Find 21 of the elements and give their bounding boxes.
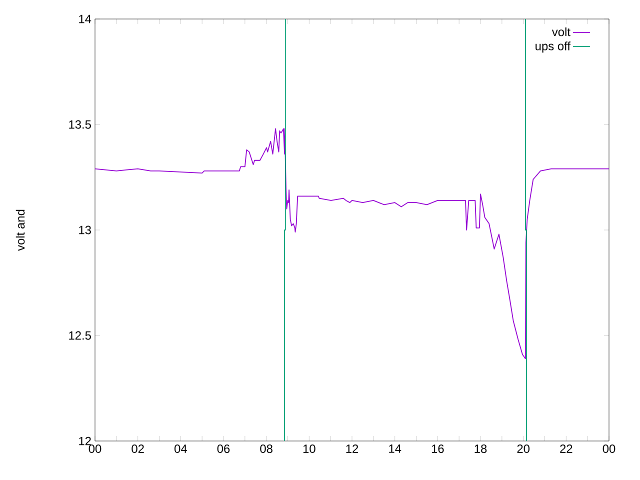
y-axis-title: volt and xyxy=(16,210,25,251)
x-tick-label: 14 xyxy=(389,444,402,453)
y-tick-label: 12.5 xyxy=(69,331,91,340)
x-tick-label: 10 xyxy=(303,444,316,453)
x-tick-label: 08 xyxy=(260,444,272,453)
x-tick-label: 00 xyxy=(602,444,616,453)
x-tick-label: 04 xyxy=(174,444,187,453)
x-tick-label: 12 xyxy=(346,444,358,453)
y-tick-label: 12 xyxy=(79,436,91,446)
x-tick-label: 02 xyxy=(132,444,144,453)
y-tick-label: 14 xyxy=(79,14,92,24)
y-tick-label: 13.5 xyxy=(69,120,91,129)
x-tick-label: 18 xyxy=(474,444,487,453)
x-tick-label: 16 xyxy=(432,444,444,453)
x-tick-label: 22 xyxy=(560,444,572,453)
legend-label: ups off xyxy=(536,42,571,53)
x-tick-label: 20 xyxy=(517,444,530,453)
legend-label: volt xyxy=(552,27,570,36)
x-tick-label: 00 xyxy=(88,444,102,453)
x-tick-label: 06 xyxy=(217,444,230,453)
y-tick-label: 13 xyxy=(79,226,91,234)
